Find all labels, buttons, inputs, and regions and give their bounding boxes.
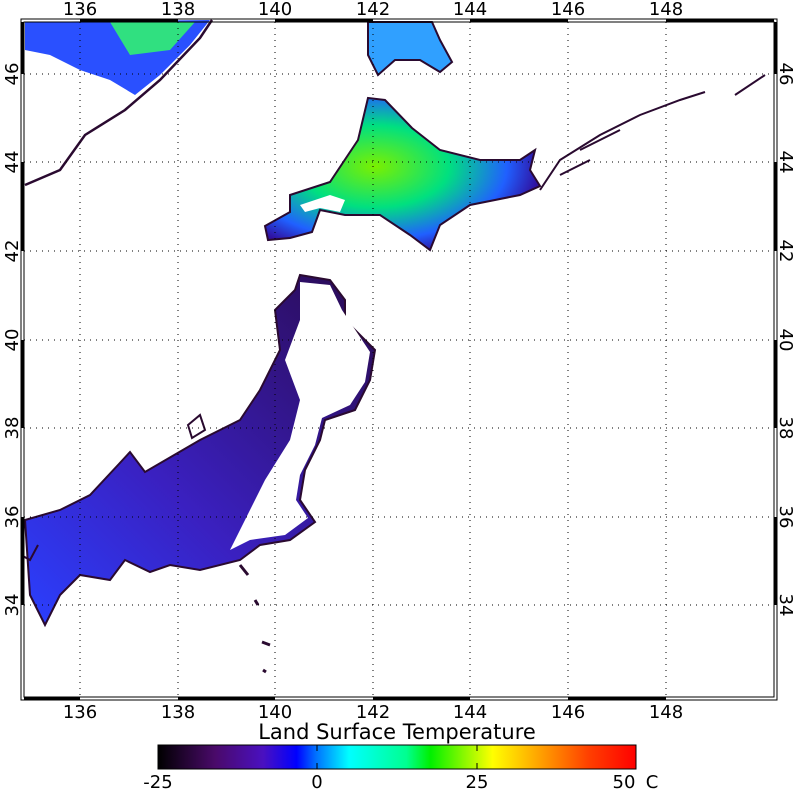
lon-label: 140 (258, 702, 292, 723)
lon-label: 144 (453, 0, 487, 20)
lon-label: 148 (649, 0, 683, 20)
russia-green (110, 22, 195, 55)
lon-label: 138 (161, 702, 195, 723)
lat-label: 44 (2, 151, 23, 174)
honshu-cloud (230, 282, 370, 550)
lat-label: 38 (775, 417, 794, 440)
colorbar-gradient (157, 744, 637, 770)
sado-island (186, 413, 207, 440)
lat-label: 44 (775, 151, 794, 174)
lat-labels-left: 46 44 42 40 38 36 34 (2, 63, 23, 617)
map-title: Land Surface Temperature (258, 720, 536, 744)
colorbar-tick-label: 0 (311, 772, 322, 793)
lat-label: 42 (775, 240, 794, 263)
lat-label: 40 (2, 329, 23, 352)
lat-label: 42 (2, 240, 23, 263)
lat-label: 34 (2, 594, 23, 617)
lat-label: 40 (775, 329, 794, 352)
map-area (20, 18, 778, 701)
lon-label: 142 (356, 702, 390, 723)
lon-label: 146 (551, 702, 585, 723)
kuril-islands (539, 74, 766, 191)
colorbar-tick-label: -25 (143, 772, 172, 793)
lat-label: 36 (775, 506, 794, 529)
lat-label: 36 (2, 506, 23, 529)
colorbar-unit: C (646, 772, 659, 793)
sakhalin (367, 21, 454, 77)
lat-label: 46 (775, 63, 794, 86)
lat-label: 38 (2, 417, 23, 440)
lon-label: 136 (63, 0, 97, 20)
lon-label: 136 (63, 702, 97, 723)
colorbar-tick-label: 25 (466, 772, 489, 793)
lon-label: 140 (258, 0, 292, 20)
colorbar: -25 0 25 50 C (143, 744, 659, 793)
izu-islands (238, 564, 271, 674)
hokkaido (263, 96, 542, 252)
lon-labels-top: 136 138 140 142 144 146 148 (63, 0, 683, 20)
lon-labels-bottom: 136 138 140 142 144 146 148 (63, 702, 683, 723)
lon-label: 146 (551, 0, 585, 20)
lat-label: 34 (775, 594, 794, 617)
map-border (20, 18, 778, 701)
lon-label: 138 (161, 0, 195, 20)
lon-label: 144 (453, 702, 487, 723)
colorbar-tick-label: 50 (613, 772, 636, 793)
hokkaido-cloud (300, 195, 345, 212)
graticule (24, 22, 774, 697)
lon-label: 142 (356, 0, 390, 20)
lat-labels-right: 46 44 42 40 38 36 34 (775, 63, 794, 617)
russia-coastline (24, 19, 214, 187)
lon-label: 148 (649, 702, 683, 723)
lat-label: 46 (2, 63, 23, 86)
